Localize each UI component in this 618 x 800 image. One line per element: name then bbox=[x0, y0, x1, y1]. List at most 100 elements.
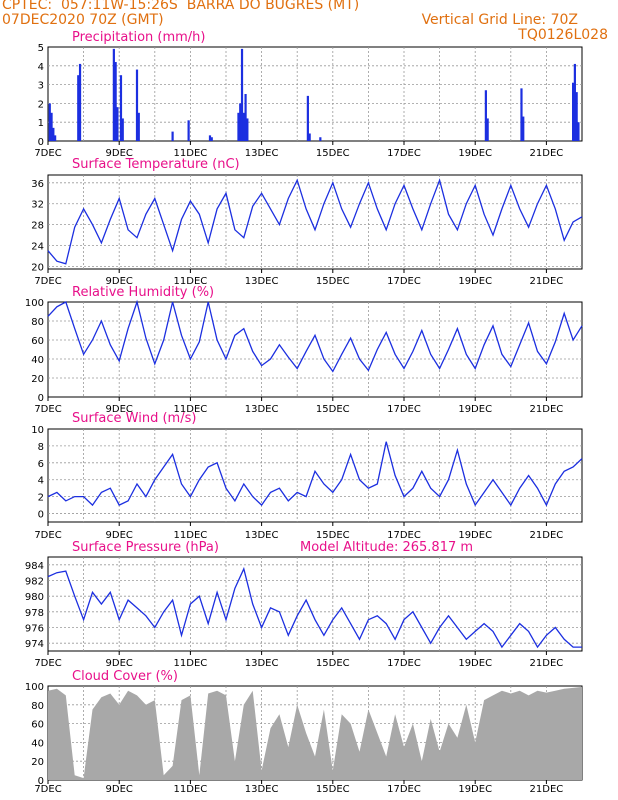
panel-subtitle: Model Altitude: 265.817 m bbox=[300, 540, 473, 555]
precip-bar bbox=[187, 120, 190, 141]
y-tick-label: 976 bbox=[25, 624, 44, 635]
precip-bar bbox=[575, 92, 578, 141]
precip-bar bbox=[48, 103, 51, 141]
y-tick-label: 80 bbox=[31, 317, 44, 328]
precip-bar bbox=[171, 131, 174, 141]
y-tick-label: 984 bbox=[25, 561, 44, 572]
x-tick-label: 11DEC bbox=[174, 530, 208, 541]
x-tick-label: 13DEC bbox=[245, 784, 279, 795]
y-tick-label: 0 bbox=[38, 393, 44, 404]
x-tick-label: 21DEC bbox=[530, 404, 564, 415]
y-tick-label: 4 bbox=[38, 62, 44, 73]
x-tick-label: 19DEC bbox=[458, 148, 492, 159]
y-tick-label: 10 bbox=[31, 425, 44, 436]
precip-bar bbox=[244, 94, 247, 141]
y-tick-label: 0 bbox=[38, 137, 44, 148]
run-datetime: 07DEC2020 70Z (GMT) bbox=[2, 12, 164, 28]
x-tick-label: 17DEC bbox=[387, 530, 421, 541]
x-tick-label: 21DEC bbox=[530, 530, 564, 541]
panel-title: Precipitation (mm/h) bbox=[72, 30, 205, 45]
y-tick-label: 60 bbox=[31, 336, 44, 347]
y-tick-label: 2 bbox=[38, 99, 44, 110]
series-line bbox=[47, 441, 583, 507]
x-tick-label: 9DEC bbox=[106, 404, 133, 415]
x-tick-label: 9DEC bbox=[106, 148, 133, 159]
precip-bar bbox=[78, 63, 82, 141]
y-tick-label: 982 bbox=[25, 577, 44, 588]
precip-bar bbox=[208, 135, 212, 141]
x-tick-label: 13DEC bbox=[245, 148, 279, 159]
y-tick-label: 24 bbox=[31, 242, 44, 253]
model-id: TQ0126L028 bbox=[518, 27, 608, 43]
chart-header: CPTEC: 057:11W-15:26S BARRA DO BUGRES (M… bbox=[0, 0, 618, 48]
x-tick-label: 15DEC bbox=[316, 148, 350, 159]
series-line bbox=[47, 299, 583, 373]
series-line bbox=[47, 566, 582, 649]
x-tick-label: 9DEC bbox=[106, 276, 133, 287]
precip-bar bbox=[77, 75, 80, 141]
y-tick-label: 8 bbox=[38, 442, 44, 453]
precip-bar bbox=[239, 103, 242, 141]
y-tick-label: 32 bbox=[31, 200, 44, 211]
x-tick-label: 19DEC bbox=[458, 658, 492, 669]
y-tick-label: 60 bbox=[31, 720, 44, 731]
x-tick-label: 15DEC bbox=[316, 404, 350, 415]
x-tick-label: 9DEC bbox=[106, 530, 133, 541]
x-tick-label: 19DEC bbox=[458, 404, 492, 415]
x-tick-label: 21DEC bbox=[530, 276, 564, 287]
x-tick-label: 15DEC bbox=[316, 784, 350, 795]
y-tick-label: 1 bbox=[38, 118, 44, 129]
plot-frame bbox=[47, 428, 583, 523]
precip-bar bbox=[522, 116, 525, 141]
x-tick-label: 17DEC bbox=[387, 148, 421, 159]
precip-bar bbox=[319, 137, 322, 141]
y-tick-label: 0 bbox=[38, 510, 44, 521]
x-tick-label: 15DEC bbox=[316, 276, 350, 287]
x-tick-label: 9DEC bbox=[106, 784, 133, 795]
x-tick-label: 17DEC bbox=[387, 404, 421, 415]
x-tick-label: 7DEC bbox=[34, 404, 61, 415]
x-tick-label: 17DEC bbox=[387, 276, 421, 287]
panel-title: Surface Pressure (hPa) bbox=[72, 540, 219, 555]
x-tick-label: 19DEC bbox=[458, 276, 492, 287]
precip-bar bbox=[308, 133, 311, 141]
precip-bar bbox=[52, 127, 55, 141]
x-tick-label: 17DEC bbox=[387, 784, 421, 795]
precip-bar bbox=[54, 135, 57, 141]
x-tick-label: 21DEC bbox=[530, 658, 564, 669]
x-tick-label: 7DEC bbox=[34, 148, 61, 159]
y-tick-label: 40 bbox=[31, 738, 44, 749]
vertical-grid-note: Vertical Grid Line: 70Z bbox=[421, 12, 578, 28]
y-tick-label: 28 bbox=[31, 221, 44, 232]
panel-title: Cloud Cover (%) bbox=[72, 669, 178, 684]
y-tick-label: 2 bbox=[38, 493, 44, 504]
precip-bar bbox=[246, 118, 249, 141]
x-tick-label: 13DEC bbox=[245, 276, 279, 287]
precip-bar bbox=[577, 122, 580, 141]
precip-bar bbox=[137, 112, 140, 141]
cloud-area bbox=[48, 686, 582, 780]
y-tick-label: 6 bbox=[38, 459, 44, 470]
panel-title: Relative Humidity (%) bbox=[72, 285, 214, 300]
precip-bar bbox=[486, 118, 489, 141]
y-tick-label: 4 bbox=[38, 476, 44, 487]
precip-bar bbox=[484, 90, 487, 141]
precip-bar bbox=[116, 107, 119, 141]
y-tick-label: 100 bbox=[25, 298, 44, 309]
x-tick-label: 11DEC bbox=[174, 404, 208, 415]
x-tick-label: 13DEC bbox=[245, 404, 279, 415]
precip-bar bbox=[242, 112, 245, 141]
x-tick-label: 19DEC bbox=[458, 784, 492, 795]
series-line bbox=[47, 178, 583, 265]
x-tick-label: 7DEC bbox=[34, 530, 61, 541]
panel-title: Surface Wind (m/s) bbox=[72, 411, 196, 426]
x-tick-label: 9DEC bbox=[106, 658, 133, 669]
plot-frame bbox=[47, 174, 583, 270]
x-tick-label: 13DEC bbox=[245, 658, 279, 669]
precip-bar bbox=[573, 63, 576, 141]
x-tick-label: 15DEC bbox=[316, 658, 350, 669]
x-tick-label: 11DEC bbox=[174, 784, 208, 795]
panel-title: Surface Temperature (nC) bbox=[72, 157, 240, 172]
station-title: CPTEC: 057:11W-15:26S BARRA DO BUGRES (M… bbox=[2, 0, 360, 13]
plot-frame bbox=[47, 46, 583, 142]
